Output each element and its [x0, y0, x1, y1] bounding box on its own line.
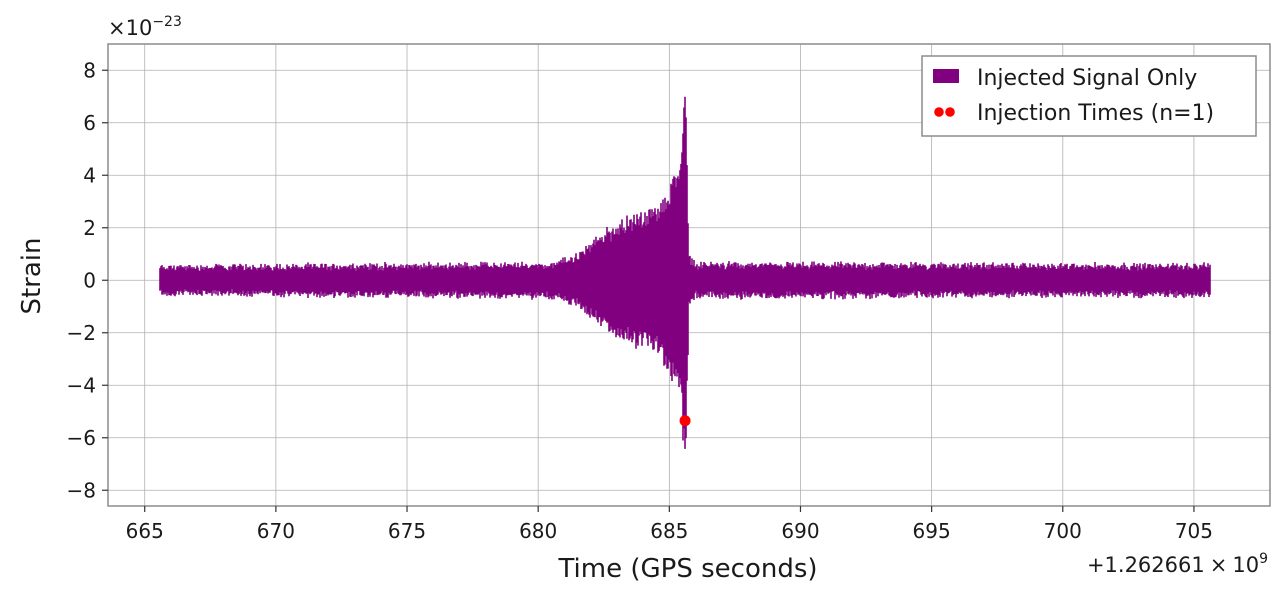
y-tick-label: −6: [67, 426, 96, 450]
legend-swatch-signal: [933, 69, 959, 83]
x-tick-label: 665: [126, 519, 164, 543]
legend: Injected Signal Only Injection Times (n=…: [921, 55, 1257, 137]
y-tick-label: 4: [83, 163, 96, 187]
y-tick-label: 8: [83, 58, 96, 82]
y-tick-label: 6: [83, 111, 96, 135]
x-tick-label: 680: [519, 519, 557, 543]
y-tick-label: −2: [67, 321, 96, 345]
y-tick-label: −8: [67, 478, 96, 502]
legend-box: [921, 55, 1257, 137]
legend-marker-injection-1: [934, 107, 944, 117]
y-tick-label: −4: [67, 373, 96, 397]
y-axis-multiplier: ×10−23: [108, 14, 182, 40]
x-tick-label: 675: [388, 519, 426, 543]
x-tick-label: 685: [650, 519, 688, 543]
signal-trace: [159, 96, 1211, 449]
x-axis-offset: +1.262661 × 109: [1087, 551, 1268, 577]
y-axis-label: Strain: [17, 237, 47, 314]
legend-marker-injection-2: [945, 107, 955, 117]
legend-label-injection: Injection Times (n=1): [977, 101, 1214, 126]
x-tick-label: 670: [257, 519, 295, 543]
y-tick-label: 2: [83, 216, 96, 240]
plot-frame: [107, 43, 1271, 507]
injection-times-series: [679, 415, 691, 427]
x-tick-label: 695: [913, 519, 951, 543]
x-axis-ticks: 665 670 675 680 685 690 695 700 705: [126, 506, 1213, 543]
injection-point: [679, 415, 691, 427]
y-tick-label: 0: [83, 268, 96, 292]
x-axis-label: Time (GPS seconds): [557, 554, 817, 584]
x-tick-label: 700: [1044, 519, 1082, 543]
x-tick-label: 690: [781, 519, 819, 543]
y-axis-ticks: −8 −6 −4 −2 0 2 4 6 8: [67, 58, 108, 502]
legend-label-signal: Injected Signal Only: [977, 66, 1197, 91]
injected-signal-series: [159, 96, 1211, 449]
x-tick-label: 705: [1175, 519, 1213, 543]
